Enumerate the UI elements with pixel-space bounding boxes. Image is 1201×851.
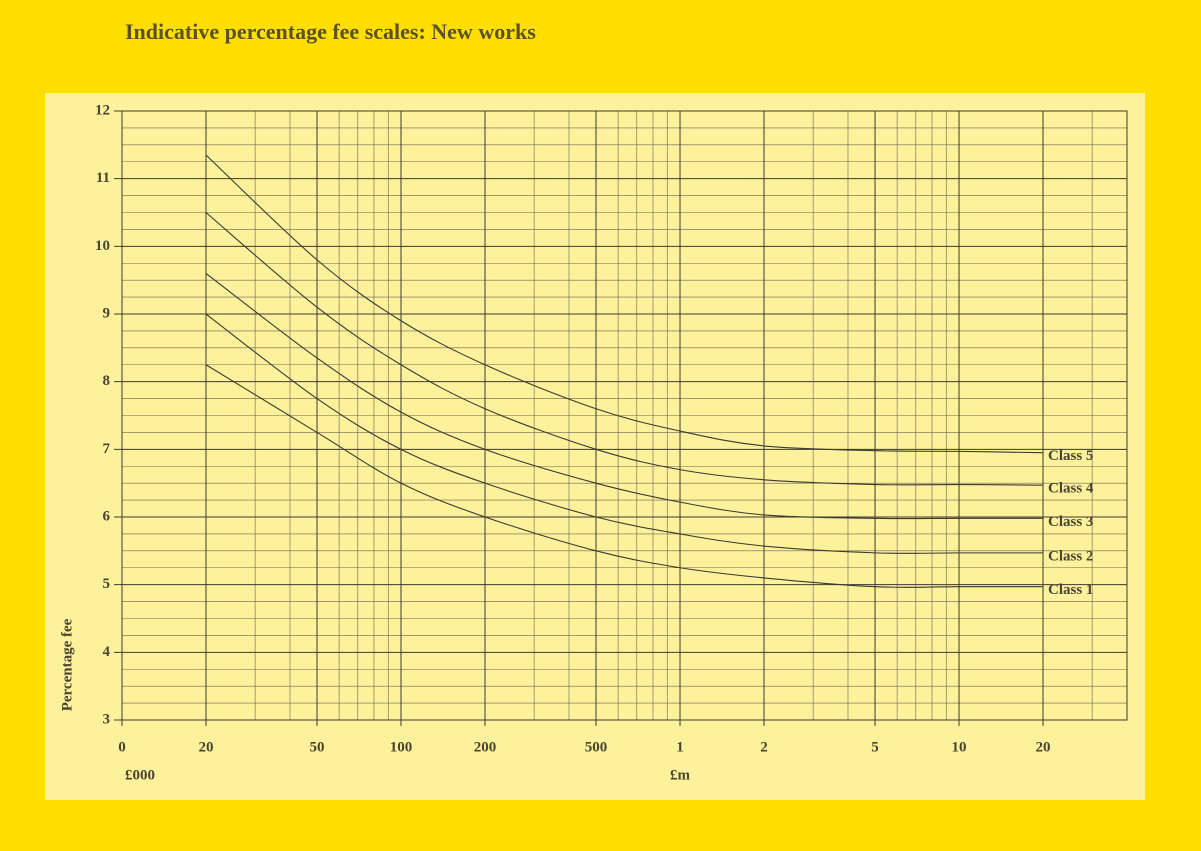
y-tick-label: 3 bbox=[103, 711, 111, 727]
y-tick-label: 6 bbox=[103, 508, 111, 524]
series-label: Class 1 bbox=[1048, 582, 1093, 598]
y-tick-label: 11 bbox=[96, 170, 110, 186]
x-tick-label: 1 bbox=[676, 739, 684, 755]
series-label: Class 3 bbox=[1048, 514, 1093, 530]
series-line bbox=[205, 272, 1044, 520]
x-tick-label: 500 bbox=[585, 739, 608, 755]
series-line bbox=[205, 313, 1044, 554]
grid bbox=[114, 110, 1128, 726]
x-unit-label: £000 bbox=[125, 767, 155, 783]
x-tick-label: 100 bbox=[390, 739, 413, 755]
y-tick-label: 7 bbox=[103, 441, 111, 457]
x-tick-label: 0 bbox=[118, 739, 126, 755]
series-line bbox=[205, 212, 1044, 486]
y-tick-label: 9 bbox=[103, 305, 111, 321]
y-tick-label: 8 bbox=[103, 373, 111, 389]
y-tick-label: 5 bbox=[103, 576, 111, 592]
x-tick-label: 2 bbox=[760, 739, 768, 755]
x-tick-label: 10 bbox=[952, 739, 967, 755]
x-tick-label: 5 bbox=[871, 739, 879, 755]
y-tick-label: 4 bbox=[103, 644, 111, 660]
y-axis-label: Percentage fee bbox=[59, 618, 75, 711]
series-line bbox=[205, 364, 1044, 588]
chart-title: Indicative percentage fee scales: New wo… bbox=[125, 19, 536, 44]
x-tick-label: 200 bbox=[474, 739, 497, 755]
plot-border bbox=[121, 110, 1128, 721]
series-label: Class 4 bbox=[1048, 481, 1094, 497]
panel bbox=[45, 93, 1145, 800]
y-tick-label: 12 bbox=[95, 102, 110, 118]
plot: Class 5 Class 4 Class 3 Class 2 Class 1 bbox=[205, 154, 1094, 598]
series-label: Class 2 bbox=[1048, 548, 1093, 564]
y-tick-label: 10 bbox=[95, 238, 110, 254]
x-tick-label: 20 bbox=[1036, 739, 1051, 755]
x-unit-label: £m bbox=[670, 767, 691, 783]
series-line bbox=[205, 154, 1044, 454]
series-label: Class 5 bbox=[1048, 448, 1093, 464]
x-tick-label: 50 bbox=[310, 739, 325, 755]
x-tick-label: 20 bbox=[198, 739, 213, 755]
